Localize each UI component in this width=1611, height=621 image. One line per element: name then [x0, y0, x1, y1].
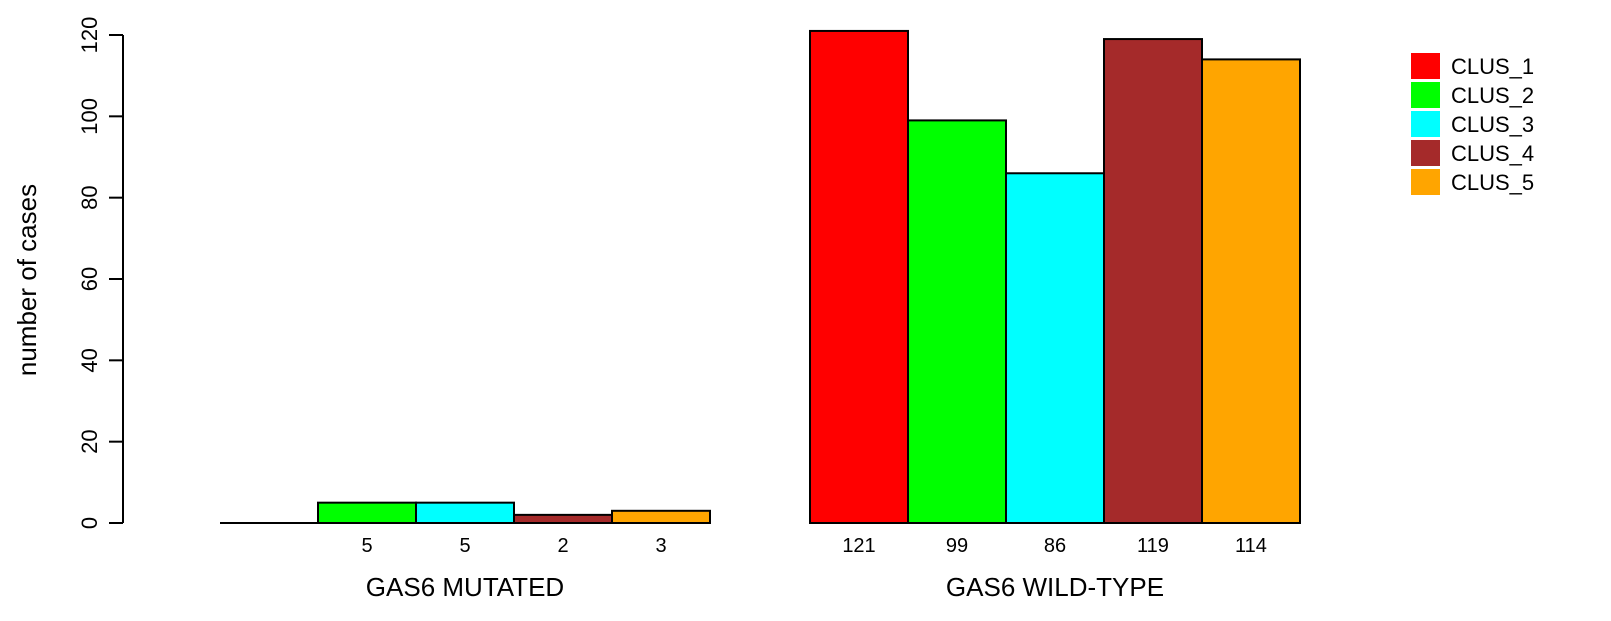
bar-clus-4 [513, 513, 613, 524]
bar-clus-2 [907, 119, 1007, 525]
legend-label: CLUS_5 [1451, 170, 1534, 195]
legend-swatch-clus-5 [1411, 169, 1440, 195]
group-label: GAS6 MUTATED [366, 572, 564, 602]
legend-label: CLUS_1 [1451, 54, 1534, 79]
group-label: GAS6 WILD-TYPE [946, 572, 1164, 602]
bar-clus-5 [1201, 58, 1301, 525]
bar-value-label: 2 [557, 535, 568, 557]
y-tick-label: 20 [77, 429, 102, 453]
bar-clus-3 [415, 501, 515, 524]
bar-clus-4 [1103, 38, 1203, 524]
y-axis: 0 20 40 60 80 100 120 [77, 17, 124, 529]
y-tick-label: 40 [77, 348, 102, 372]
legend-label: CLUS_2 [1451, 83, 1534, 108]
bar-value-label: 5 [459, 535, 470, 557]
bars [220, 29, 1301, 525]
bar-value-label: 99 [946, 535, 968, 557]
legend-label: CLUS_4 [1451, 141, 1534, 166]
y-tick-label: 100 [77, 98, 102, 135]
bar-value-label: 3 [655, 535, 666, 557]
y-axis-title: number of cases [12, 184, 42, 376]
y-tick-label: 120 [77, 17, 102, 54]
y-tick-label: 60 [77, 267, 102, 291]
bar-value-label: 5 [361, 535, 372, 557]
bar-value-labels: 5 5 2 3 121 99 86 119 114 [361, 535, 1267, 557]
bar-value-label: 86 [1044, 535, 1066, 557]
legend-swatch-clus-2 [1411, 82, 1440, 108]
bar-value-label: 121 [842, 535, 875, 557]
legend-label: CLUS_3 [1451, 112, 1534, 137]
legend-swatch-clus-4 [1411, 140, 1440, 166]
legend: CLUS_1 CLUS_2 CLUS_3 CLUS_4 CLUS_5 [1411, 53, 1534, 195]
bar-value-label: 119 [1137, 535, 1169, 557]
y-tick-label: 0 [77, 517, 102, 529]
legend-swatch-clus-3 [1411, 111, 1440, 137]
bar-clus-1 [809, 29, 909, 525]
y-tick-label: 80 [77, 185, 102, 209]
legend-swatch-clus-1 [1411, 53, 1440, 79]
group-labels: GAS6 MUTATED GAS6 WILD-TYPE [366, 572, 1164, 602]
bar-clus-2 [317, 501, 417, 524]
bar-clus-5 [611, 509, 711, 524]
bar-value-label: 114 [1235, 535, 1267, 557]
bar-clus-3 [1005, 172, 1105, 524]
